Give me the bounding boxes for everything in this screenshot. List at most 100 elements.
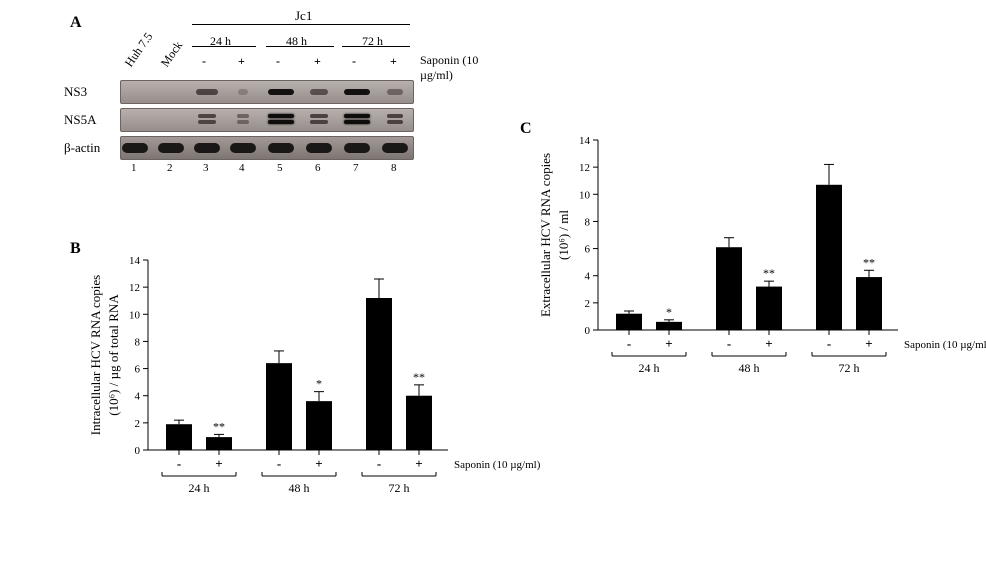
panel-b-label: B bbox=[70, 240, 81, 258]
bar bbox=[306, 401, 332, 450]
ytick-label: 4 bbox=[585, 271, 591, 283]
group-label: 24 h bbox=[639, 361, 660, 375]
ytick-label: 14 bbox=[579, 135, 591, 147]
ytick-label: 4 bbox=[135, 391, 141, 403]
pm-label: - bbox=[827, 336, 831, 351]
group-label: 48 h bbox=[739, 361, 760, 375]
blot-band bbox=[344, 120, 370, 124]
panel-c-chart: 02468101214*****-+-+-+Saponin (10 µg/ml)… bbox=[540, 130, 986, 388]
ytick-label: 8 bbox=[585, 216, 591, 228]
lane-number: 8 bbox=[391, 162, 397, 174]
pm-label: + bbox=[765, 336, 772, 351]
blot-band bbox=[344, 89, 370, 95]
pm-label: - bbox=[277, 456, 281, 471]
panel-a-label: A bbox=[70, 14, 82, 32]
blot-band bbox=[387, 114, 403, 118]
saponin-label-a: Saponin (10 µg/ml) bbox=[420, 53, 480, 83]
blot-band bbox=[268, 89, 294, 95]
lane-numbers: 12345678 bbox=[120, 162, 480, 176]
significance-marker: ** bbox=[213, 419, 225, 433]
blot-band bbox=[344, 114, 370, 118]
blot-band bbox=[230, 143, 256, 153]
pm-0: - bbox=[202, 54, 206, 69]
ytick-label: 0 bbox=[135, 445, 141, 457]
yaxis-title-1: Intracellular HCV RNA copies bbox=[90, 275, 103, 435]
saponin-label: Saponin (10 µg/ml) bbox=[454, 459, 541, 471]
panel-b-chart: 02468101214*****-+-+-+Saponin (10 µg/ml)… bbox=[90, 250, 558, 508]
pm-5: + bbox=[390, 54, 397, 69]
bar bbox=[406, 396, 432, 450]
figure-root: A Huh 7.5 Mock Jc1 24 h 48 h 72 h - + - … bbox=[0, 0, 986, 569]
pm-label: - bbox=[377, 456, 381, 471]
ytick-label: 12 bbox=[129, 282, 140, 294]
blot-band bbox=[387, 89, 403, 95]
pm-label: + bbox=[865, 336, 872, 351]
bar bbox=[856, 277, 882, 330]
yaxis-title-2: (10⁶) / ml bbox=[556, 210, 571, 260]
time-line-72 bbox=[342, 46, 410, 47]
saponin-label: Saponin (10 µg/ml) bbox=[904, 339, 986, 351]
ytick-label: 10 bbox=[129, 309, 141, 321]
group-label: 24 h bbox=[189, 481, 210, 495]
blot-band bbox=[382, 143, 408, 153]
lane-number: 7 bbox=[353, 162, 359, 174]
pm-label: + bbox=[315, 456, 322, 471]
pm-label: + bbox=[215, 456, 222, 471]
bar bbox=[206, 437, 232, 450]
bar bbox=[816, 185, 842, 330]
lane-number: 4 bbox=[239, 162, 245, 174]
ytick-label: 6 bbox=[585, 244, 591, 256]
blot-band bbox=[237, 114, 249, 118]
bar bbox=[616, 314, 642, 330]
time-line-48 bbox=[266, 46, 334, 47]
gel-actin bbox=[120, 136, 414, 160]
ytick-label: 0 bbox=[585, 325, 591, 337]
blot-band bbox=[268, 143, 294, 153]
yaxis-title-1: Extracellular HCV RNA copies bbox=[540, 153, 553, 317]
blot-band bbox=[310, 114, 328, 118]
pm-label: + bbox=[665, 336, 672, 351]
gel-ns3 bbox=[120, 80, 414, 104]
bar bbox=[656, 322, 682, 330]
blot-band bbox=[387, 120, 403, 124]
jc1-line bbox=[192, 24, 410, 25]
group-label: 72 h bbox=[389, 481, 410, 495]
group-label: 72 h bbox=[839, 361, 860, 375]
lane-number: 3 bbox=[203, 162, 209, 174]
ytick-label: 10 bbox=[579, 189, 591, 201]
row-label-ns5a: NS5A bbox=[64, 112, 97, 128]
ytick-label: 12 bbox=[579, 162, 590, 174]
significance-marker: * bbox=[316, 377, 322, 391]
jc1-label: Jc1 bbox=[295, 8, 312, 24]
bar bbox=[166, 424, 192, 450]
bar bbox=[266, 363, 292, 450]
pm-label: - bbox=[627, 336, 631, 351]
bar bbox=[716, 247, 742, 330]
lane-number: 6 bbox=[315, 162, 321, 174]
blot-band bbox=[194, 143, 220, 153]
pm-3: + bbox=[314, 54, 321, 69]
blot-band bbox=[237, 120, 249, 124]
blot-band bbox=[196, 89, 218, 95]
chart-svg: 02468101214*****-+-+-+Saponin (10 µg/ml)… bbox=[540, 130, 986, 388]
ytick-label: 2 bbox=[585, 298, 591, 310]
blot-band bbox=[122, 143, 148, 153]
significance-marker: ** bbox=[863, 255, 875, 269]
ytick-label: 8 bbox=[135, 336, 141, 348]
lane-number: 5 bbox=[277, 162, 283, 174]
significance-marker: * bbox=[666, 305, 672, 319]
pm-label: - bbox=[177, 456, 181, 471]
group-label: 48 h bbox=[289, 481, 310, 495]
ytick-label: 6 bbox=[135, 364, 141, 376]
pm-label: - bbox=[727, 336, 731, 351]
blot-band bbox=[268, 114, 294, 118]
ytick-label: 14 bbox=[129, 255, 141, 267]
blot-band bbox=[268, 120, 294, 124]
blot-band bbox=[158, 143, 184, 153]
pm-4: - bbox=[352, 54, 356, 69]
row-label-ns3: NS3 bbox=[64, 84, 87, 100]
bar bbox=[366, 298, 392, 450]
blot-row-actin: β-actin bbox=[120, 136, 480, 160]
pm-1: + bbox=[238, 54, 245, 69]
lane-number: 1 bbox=[131, 162, 137, 174]
